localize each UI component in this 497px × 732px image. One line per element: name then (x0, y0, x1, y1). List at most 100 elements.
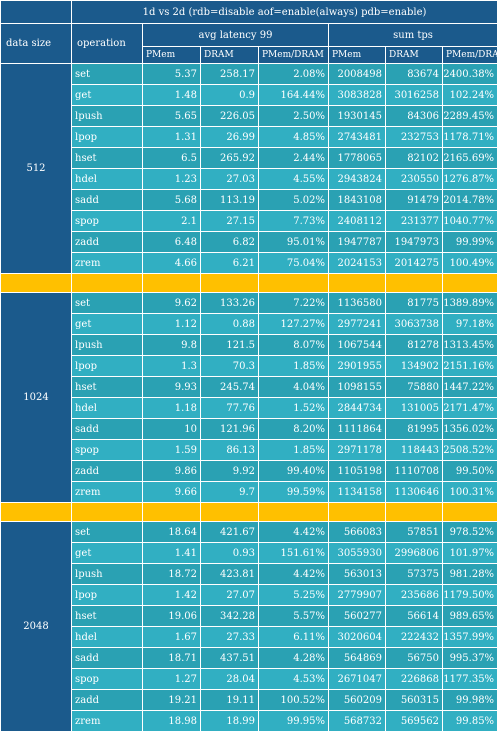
separator-cell (143, 274, 201, 293)
latency-dram-cell: 133.26 (201, 293, 259, 314)
tps-pmem-cell: 1947787 (329, 232, 386, 253)
tps-dram-cell: 83674 (386, 64, 443, 85)
operation-cell: lpush (72, 335, 143, 356)
tps-pmem-cell: 2977241 (329, 314, 386, 335)
tps-group-header: sum tps (329, 24, 497, 47)
latency-dram-cell: 245.74 (201, 377, 259, 398)
latency-dram-header: DRAM (201, 47, 259, 64)
latency-dram-cell: 27.07 (201, 585, 259, 606)
latency-ratio-cell: 8.07% (259, 335, 329, 356)
data-size-header: data size (1, 24, 72, 64)
tps-dram-cell: 230550 (386, 169, 443, 190)
tps-ratio-cell: 99.99% (443, 232, 497, 253)
tps-pmem-cell: 566083 (329, 522, 386, 543)
tps-ratio-cell: 99.50% (443, 461, 497, 482)
data-size-cell: 512 (1, 64, 72, 274)
tps-dram-header: DRAM (386, 47, 443, 64)
latency-ratio-cell: 4.42% (259, 522, 329, 543)
latency-ratio-cell: 5.02% (259, 190, 329, 211)
latency-ratio-cell: 1.85% (259, 356, 329, 377)
latency-ratio-cell: 7.73% (259, 211, 329, 232)
latency-dram-cell: 421.67 (201, 522, 259, 543)
tps-pmem-cell: 564869 (329, 648, 386, 669)
tps-dram-cell: 56750 (386, 648, 443, 669)
tps-dram-cell: 1110708 (386, 461, 443, 482)
tps-ratio-cell: 2400.38% (443, 64, 497, 85)
tps-dram-cell: 81278 (386, 335, 443, 356)
tps-pmem-cell: 568732 (329, 711, 386, 732)
latency-pmem-cell: 2.1 (143, 211, 201, 232)
latency-ratio-cell: 2.50% (259, 106, 329, 127)
tps-pmem-cell: 560209 (329, 690, 386, 711)
latency-dram-cell: 27.15 (201, 211, 259, 232)
tps-pmem-cell: 2671047 (329, 669, 386, 690)
latency-pmem-cell: 18.64 (143, 522, 201, 543)
latency-dram-cell: 27.03 (201, 169, 259, 190)
tps-dram-cell: 1947973 (386, 232, 443, 253)
tps-dram-cell: 231377 (386, 211, 443, 232)
operation-header: operation (72, 24, 143, 64)
latency-dram-cell: 26.99 (201, 127, 259, 148)
latency-pmem-cell: 6.48 (143, 232, 201, 253)
latency-ratio-cell: 99.40% (259, 461, 329, 482)
tps-pmem-cell: 2008498 (329, 64, 386, 85)
latency-ratio-cell: 4.53% (259, 669, 329, 690)
tps-dram-cell: 56614 (386, 606, 443, 627)
operation-cell: hdel (72, 627, 143, 648)
latency-pmem-cell: 1.27 (143, 669, 201, 690)
latency-dram-cell: 437.51 (201, 648, 259, 669)
tps-pmem-cell: 2779907 (329, 585, 386, 606)
tps-ratio-cell: 1356.02% (443, 419, 497, 440)
title-row: 1d vs 2d (rdb=disable aof=enable(always)… (1, 1, 497, 24)
tps-pmem-cell: 3083828 (329, 85, 386, 106)
tps-pmem-cell: 3020604 (329, 627, 386, 648)
tps-pmem-cell: 2408112 (329, 211, 386, 232)
tps-dram-cell: 131005 (386, 398, 443, 419)
latency-pmem-cell: 1.18 (143, 398, 201, 419)
tps-ratio-cell: 1357.99% (443, 627, 497, 648)
separator-cell (72, 274, 143, 293)
operation-cell: zadd (72, 232, 143, 253)
tps-pmem-cell: 1067544 (329, 335, 386, 356)
latency-pmem-cell: 6.5 (143, 148, 201, 169)
latency-ratio-cell: 1.85% (259, 440, 329, 461)
tps-dram-cell: 3016258 (386, 85, 443, 106)
tps-ratio-cell: 101.97% (443, 543, 497, 564)
latency-pmem-cell: 1.23 (143, 169, 201, 190)
latency-pmem-cell: 1.42 (143, 585, 201, 606)
tps-dram-cell: 2996806 (386, 543, 443, 564)
latency-dram-cell: 258.17 (201, 64, 259, 85)
tps-pmem-cell: 2901955 (329, 356, 386, 377)
tps-dram-cell: 81775 (386, 293, 443, 314)
latency-dram-cell: 28.04 (201, 669, 259, 690)
tps-pmem-cell: 2024153 (329, 253, 386, 274)
latency-pmem-header: PMem (143, 47, 201, 64)
latency-ratio-cell: 100.52% (259, 690, 329, 711)
table-title: 1d vs 2d (rdb=disable aof=enable(always)… (72, 1, 497, 24)
tps-dram-cell: 226868 (386, 669, 443, 690)
latency-dram-cell: 9.92 (201, 461, 259, 482)
operation-cell: spop (72, 440, 143, 461)
operation-cell: hset (72, 606, 143, 627)
latency-ratio-cell: 99.95% (259, 711, 329, 732)
tps-ratio-cell: 2151.16% (443, 356, 497, 377)
tps-pmem-cell: 2743481 (329, 127, 386, 148)
latency-pmem-cell: 9.8 (143, 335, 201, 356)
latency-dram-cell: 342.28 (201, 606, 259, 627)
tps-pmem-cell: 1098155 (329, 377, 386, 398)
tps-ratio-cell: 1177.35% (443, 669, 497, 690)
tps-pmem-cell: 2971178 (329, 440, 386, 461)
data-size-cell: 1024 (1, 293, 72, 503)
latency-pmem-cell: 1.3 (143, 356, 201, 377)
operation-cell: sadd (72, 419, 143, 440)
